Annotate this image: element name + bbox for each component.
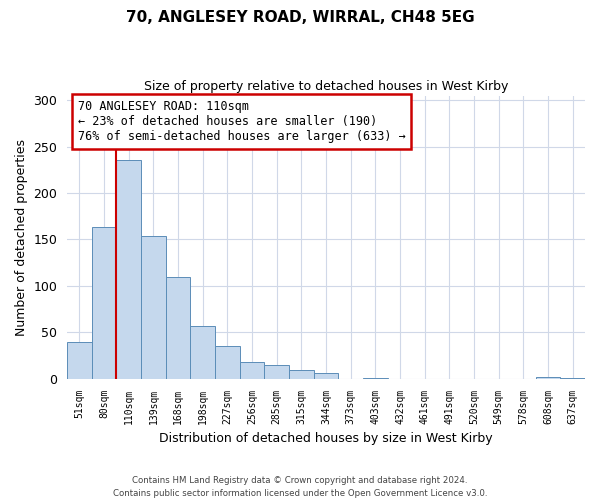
Text: 70, ANGLESEY ROAD, WIRRAL, CH48 5EG: 70, ANGLESEY ROAD, WIRRAL, CH48 5EG xyxy=(125,10,475,25)
Title: Size of property relative to detached houses in West Kirby: Size of property relative to detached ho… xyxy=(144,80,508,93)
Bar xyxy=(141,236,166,378)
Text: Contains HM Land Registry data © Crown copyright and database right 2024.
Contai: Contains HM Land Registry data © Crown c… xyxy=(113,476,487,498)
Bar xyxy=(215,346,240,378)
Bar xyxy=(92,228,116,378)
Bar xyxy=(67,342,92,378)
Bar xyxy=(190,326,215,378)
Bar xyxy=(536,377,560,378)
Text: 70 ANGLESEY ROAD: 110sqm
← 23% of detached houses are smaller (190)
76% of semi-: 70 ANGLESEY ROAD: 110sqm ← 23% of detach… xyxy=(77,100,405,143)
Bar xyxy=(265,365,289,378)
Bar xyxy=(116,160,141,378)
X-axis label: Distribution of detached houses by size in West Kirby: Distribution of detached houses by size … xyxy=(159,432,493,445)
Bar xyxy=(240,362,265,378)
Y-axis label: Number of detached properties: Number of detached properties xyxy=(15,138,28,336)
Bar xyxy=(166,276,190,378)
Bar xyxy=(314,373,338,378)
Bar xyxy=(289,370,314,378)
